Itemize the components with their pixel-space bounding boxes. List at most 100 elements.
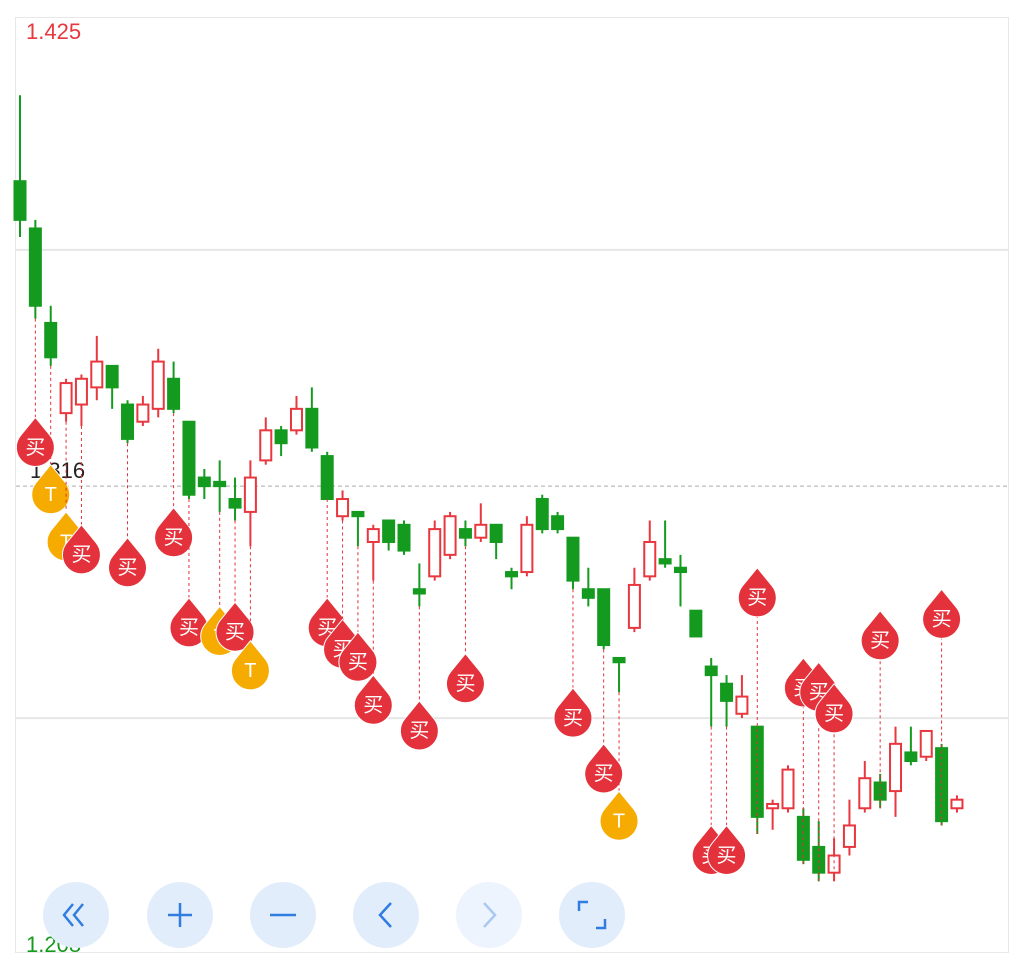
candle-body [858,777,872,810]
candle-body [443,515,457,556]
button-zoom-in[interactable] [147,882,213,948]
marker-drop [860,609,900,661]
candle-body [535,498,549,531]
candle-body [873,781,887,801]
candle-body [581,588,595,599]
candle-body [289,407,303,432]
candle-body [612,656,626,664]
marker-layer: 买TT买买买买T买T买买买买买买买买T买买买买买买买买 [15,318,962,882]
marker-drop [445,652,485,704]
marker-drop [215,601,255,652]
marker-label: 买 [25,437,45,459]
button-next[interactable] [456,882,522,948]
marker-drop [230,640,270,691]
candle-body [827,854,841,874]
candle-body [735,695,749,715]
marker: 买 [338,631,378,682]
marker-drop [399,700,439,751]
candle-body [320,455,334,501]
candle-body [458,528,472,539]
marker-label: 买 [363,694,383,716]
marker-drop [584,743,624,794]
button-bg[interactable] [353,882,419,948]
button-bg[interactable] [43,882,109,948]
marker-drop [814,682,854,734]
marker: 买 [860,609,900,661]
candle-body [904,751,918,763]
marker: 买 [215,601,255,652]
marker-drop [599,790,639,841]
marker-drop [31,463,71,515]
candle-body [213,480,227,488]
marker-drop [338,631,378,682]
chart-frame [15,17,1009,953]
candle-body [704,665,718,677]
candle-body [74,377,88,406]
candle-body [259,429,273,462]
button-first[interactable] [43,882,109,948]
candle-body [842,824,856,848]
marker-label: 买 [594,763,614,785]
candle-body [489,523,503,543]
marker: 买 [15,416,55,468]
candle-body [627,583,641,629]
icon-prev [378,902,392,928]
marker: 买 [399,700,439,751]
marker-label: 买 [747,587,767,609]
candle-body [351,510,365,518]
candle-body [935,747,949,823]
marker: T [599,790,639,841]
marker-label: 买 [225,621,245,643]
candle-body [551,515,565,531]
candle-body [274,429,288,445]
button-fullscreen[interactable] [559,882,625,948]
candle-body [28,227,42,307]
controls [43,882,625,948]
candle-body [182,420,196,496]
candle-body [720,682,734,702]
marker-drop [15,416,55,468]
candle-body [950,798,964,810]
marker-label: 买 [179,617,199,639]
marker: T [31,463,71,515]
candle-body [228,498,242,509]
candle-body [673,566,687,574]
button-prev[interactable] [353,882,419,948]
candle-body [520,523,534,574]
marker-drop [154,506,194,558]
marker: 买 [814,682,854,734]
candle-body [919,729,933,758]
marker: 买 [108,536,147,588]
marker: T [230,640,270,691]
candle-body [13,180,27,221]
candle-body [658,558,672,565]
candle-body [474,523,488,539]
button-zoom-out[interactable] [250,882,316,948]
marker: 买 [553,687,593,738]
marker: 买 [707,824,747,876]
marker-label: 买 [870,630,890,652]
candle-body [90,360,104,389]
marker-label: 买 [409,720,429,742]
candle-body [305,407,319,449]
marker-drop [737,567,777,618]
icon-plus [168,903,192,927]
marker-label: 买 [717,845,737,867]
marker: 买 [61,524,101,575]
candle-body [412,588,426,595]
marker-label: 买 [164,527,184,549]
candle-body [689,609,703,638]
icon-first [62,903,84,927]
button-bg[interactable] [559,882,625,948]
marker: 买 [154,506,194,558]
marker: 买 [922,588,962,639]
button-bg[interactable] [456,882,522,948]
candle-body [397,523,411,552]
candle-body [44,321,58,359]
candle-body [889,742,903,793]
candle-body [59,382,73,415]
marker-label: T [45,484,57,506]
candle-body [566,536,580,582]
candle-body [151,360,165,410]
